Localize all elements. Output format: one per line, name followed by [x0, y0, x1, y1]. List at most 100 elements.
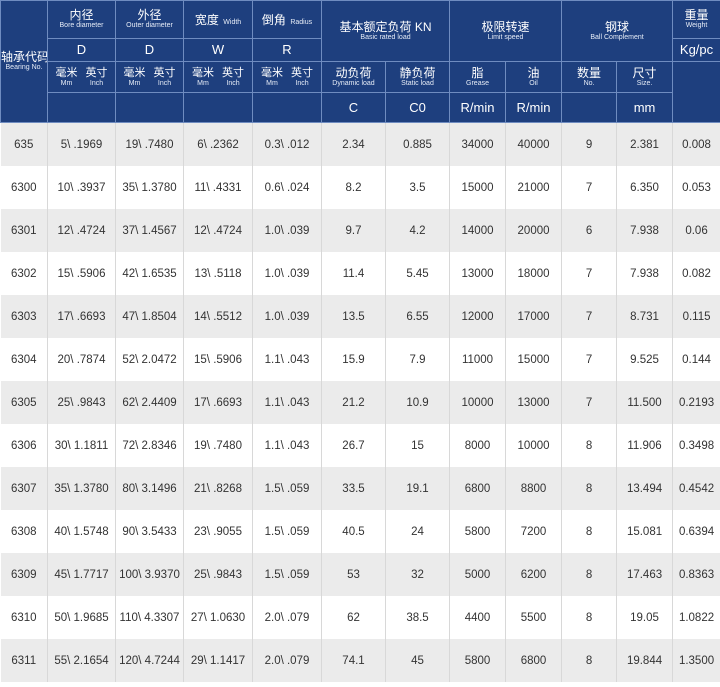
cell-weight: 0.144: [672, 338, 720, 381]
cell-bearing-no: 6303: [0, 295, 48, 338]
cell-bearing-no: 6309: [0, 553, 48, 596]
table-header: 轴承代码 Bearing No. 内径 Bore diameter 外径 Out…: [0, 0, 720, 123]
cell-ball-size: 15.081: [616, 510, 674, 553]
cell-static-load: 32: [385, 553, 451, 596]
cell-outer: 19\ .7480: [115, 122, 184, 166]
cell-dynamic-load: 2.34: [321, 122, 386, 166]
cell-width: 19\ .7480: [183, 424, 253, 467]
cell-ball-qty: 8: [561, 510, 618, 553]
table-row: 6306 30\ 1.1811 72\ 2.8346 19\ .7480 1.1\ .0…: [0, 424, 720, 467]
header-ball-qty: 数量 No.: [561, 61, 618, 93]
cell-grease-speed: 34000: [449, 122, 507, 166]
header-static-symbol: C0: [384, 92, 451, 123]
table-body: 635 5\ .1969 19\ .7480 6\ .2362 0.3\ .012 2.3…: [0, 122, 720, 682]
cell-radius: 1.0\ .039: [252, 209, 322, 252]
cell-dynamic-load: 13.5: [321, 295, 386, 338]
cell-radius: 1.1\ .043: [252, 381, 322, 424]
cell-ball-size: 8.731: [616, 295, 674, 338]
header-dynamic-symbol: C: [321, 92, 386, 123]
cell-radius: 2.0\ .079: [252, 639, 322, 682]
cell-dynamic-load: 11.4: [321, 252, 386, 295]
cell-weight: 0.008: [672, 122, 720, 166]
cell-grease-speed: 4400: [449, 596, 507, 639]
cell-outer: 110\ 4.3307: [115, 596, 184, 639]
cell-outer: 62\ 2.4409: [115, 381, 184, 424]
header-bore: 内径 Bore diameter: [47, 0, 116, 39]
header-dynamic-load: 动负荷 Dynamic load: [321, 61, 386, 93]
cell-grease-speed: 14000: [449, 209, 507, 252]
cell-outer: 80\ 3.1496: [115, 467, 184, 510]
cell-bearing-no: 6300: [0, 166, 48, 209]
cell-bearing-no: 6305: [0, 381, 48, 424]
cell-oil-speed: 5500: [505, 596, 563, 639]
header-bearing-no: 轴承代码 Bearing No.: [0, 0, 48, 123]
cell-width: 29\ 1.1417: [183, 639, 253, 682]
cell-dynamic-load: 15.9: [321, 338, 386, 381]
cell-oil-speed: 40000: [505, 122, 563, 166]
cell-radius: 1.1\ .043: [252, 424, 322, 467]
cell-oil-speed: 7200: [505, 510, 563, 553]
cell-ball-size: 7.938: [616, 252, 674, 295]
cell-weight: 0.3498: [672, 424, 720, 467]
cell-dynamic-load: 33.5: [321, 467, 386, 510]
header-width-blank: [183, 92, 253, 123]
cell-weight: 0.082: [672, 252, 720, 295]
cell-oil-speed: 6800: [505, 639, 563, 682]
cell-bore: 35\ 1.3780: [47, 467, 116, 510]
cell-ball-size: 11.500: [616, 381, 674, 424]
cell-bearing-no: 6307: [0, 467, 48, 510]
table-row: 6304 20\ .7874 52\ 2.0472 15\ .5906 1.1\ .04…: [0, 338, 720, 381]
cell-grease-speed: 12000: [449, 295, 507, 338]
table-row: 6311 55\ 2.1654 120\ 4.7244 29\ 1.1417 2.0\ …: [0, 639, 720, 682]
cell-grease-speed: 13000: [449, 252, 507, 295]
header-weight: 重量 Weight: [672, 0, 720, 39]
cell-bore: 40\ 1.5748: [47, 510, 116, 553]
cell-radius: 2.0\ .079: [252, 596, 322, 639]
cell-ball-qty: 8: [561, 467, 618, 510]
table-row: 6302 15\ .5906 42\ 1.6535 13\ .5118 1.0\ .03…: [0, 252, 720, 295]
cell-bore: 12\ .4724: [47, 209, 116, 252]
cell-grease-speed: 5800: [449, 639, 507, 682]
cell-ball-qty: 7: [561, 166, 618, 209]
cell-width: 25\ .9843: [183, 553, 253, 596]
cell-width: 13\ .5118: [183, 252, 253, 295]
cell-width: 17\ .6693: [183, 381, 253, 424]
header-grease: 脂 Grease: [449, 61, 507, 93]
cell-bore: 55\ 2.1654: [47, 639, 116, 682]
header-radius-symbol: R: [252, 38, 322, 62]
cell-static-load: 6.55: [385, 295, 451, 338]
cell-static-load: 15: [385, 424, 451, 467]
cell-ball-qty: 6: [561, 209, 618, 252]
header-outer-blank: [115, 92, 184, 123]
cell-oil-speed: 10000: [505, 424, 563, 467]
table-row: 6307 35\ 1.3780 80\ 3.1496 21\ .8268 1.5\ .0…: [0, 467, 720, 510]
cell-width: 27\ 1.0630: [183, 596, 253, 639]
table-row: 6310 50\ 1.9685 110\ 4.3307 27\ 1.0630 2.0\ …: [0, 596, 720, 639]
cell-outer: 47\ 1.8504: [115, 295, 184, 338]
header-size-unit: mm: [616, 92, 674, 123]
cell-grease-speed: 10000: [449, 381, 507, 424]
cell-outer: 100\ 3.9370: [115, 553, 184, 596]
cell-ball-qty: 9: [561, 122, 618, 166]
cell-bearing-no: 6310: [0, 596, 48, 639]
cell-width: 6\ .2362: [183, 122, 253, 166]
cell-ball-size: 11.906: [616, 424, 674, 467]
cell-static-load: 24: [385, 510, 451, 553]
cell-ball-qty: 7: [561, 295, 618, 338]
cell-width: 12\ .4724: [183, 209, 253, 252]
cell-dynamic-load: 8.2: [321, 166, 386, 209]
cell-bearing-no: 6306: [0, 424, 48, 467]
header-grease-unit: R/min: [449, 92, 507, 123]
cell-bearing-no: 6304: [0, 338, 48, 381]
cell-bore: 10\ .3937: [47, 166, 116, 209]
cell-bearing-no: 6301: [0, 209, 48, 252]
cell-static-load: 19.1: [385, 467, 451, 510]
cell-outer: 37\ 1.4567: [115, 209, 184, 252]
cell-bearing-no: 635: [0, 122, 48, 166]
cell-static-load: 10.9: [385, 381, 451, 424]
cell-width: 21\ .8268: [183, 467, 253, 510]
cell-weight: 0.8363: [672, 553, 720, 596]
cell-dynamic-load: 53: [321, 553, 386, 596]
cell-ball-size: 2.381: [616, 122, 674, 166]
table-row: 6305 25\ .9843 62\ 2.4409 17\ .6693 1.1\ .04…: [0, 381, 720, 424]
